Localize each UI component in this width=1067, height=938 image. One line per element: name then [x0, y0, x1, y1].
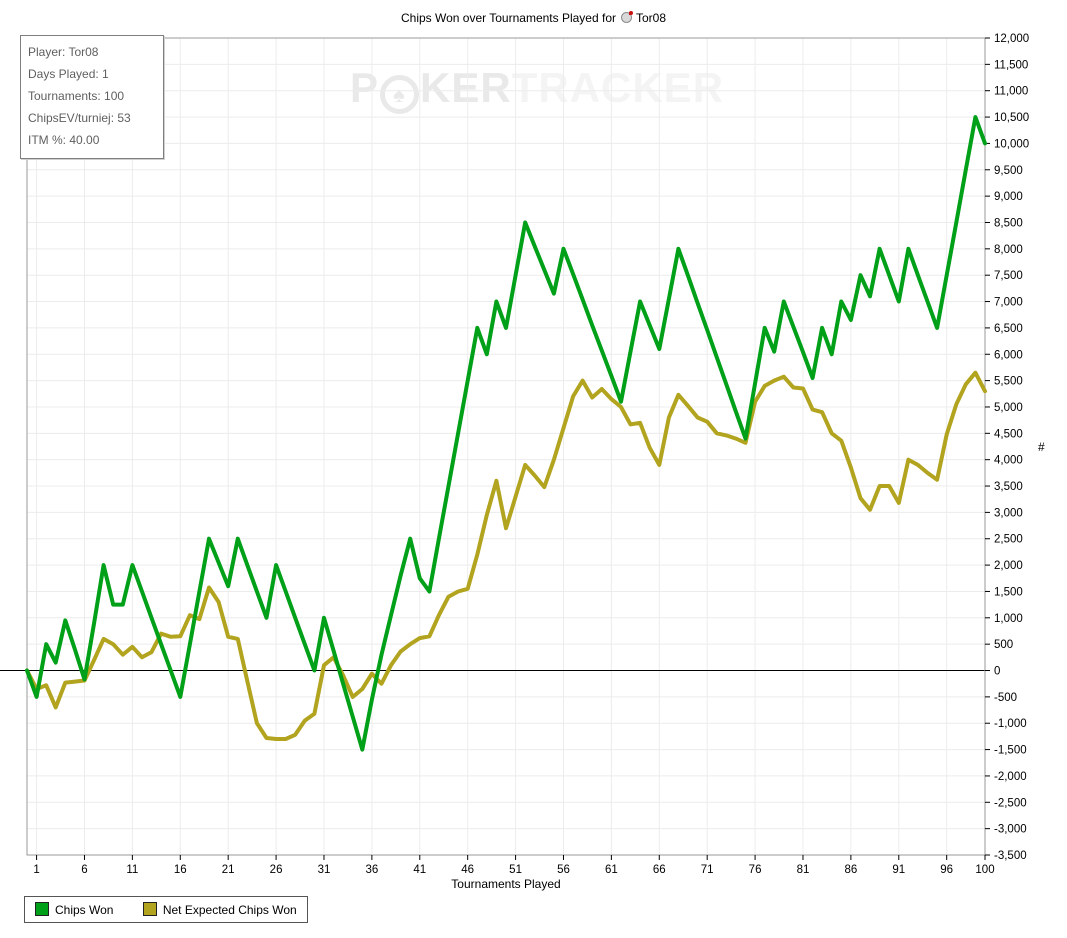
y-tick-label: -3,500 [994, 850, 1027, 862]
x-tick-label: 1 [33, 864, 39, 876]
legend-item-net-expected: Net Expected Chips Won [142, 902, 297, 917]
info-line-player: Player: Tor08 [28, 45, 99, 59]
y-tick-label: 12,000 [994, 33, 1029, 45]
x-tick-label: 81 [797, 864, 810, 876]
y-tick-label: 8,500 [994, 217, 1023, 229]
y-tick-label: 3,500 [994, 481, 1023, 493]
y-tick-label: -1,000 [994, 718, 1027, 730]
y-tick-label: -500 [994, 692, 1017, 704]
y-tick-label: 9,000 [994, 191, 1023, 203]
y-tick-label: 7,500 [994, 270, 1023, 282]
y-tick-label: 4,000 [994, 455, 1023, 467]
watermark-tracker: TRACKER [511, 64, 725, 111]
x-tick-label: 71 [701, 864, 714, 876]
x-tick-label: 61 [605, 864, 618, 876]
net-expected-line [25, 370, 987, 741]
y-tick-label: -2,000 [994, 771, 1027, 783]
y-tick-label: 0 [994, 666, 1000, 678]
y-tick-label: 9,500 [994, 165, 1023, 177]
x-tick-label: 31 [318, 864, 331, 876]
x-tick-label: 51 [509, 864, 522, 876]
x-tick-label: 76 [749, 864, 762, 876]
y-tick-label: -1,500 [994, 745, 1027, 757]
x-tick-label: 6 [81, 864, 87, 876]
y-tick-label: 5,000 [994, 402, 1023, 414]
x-tick-label: 16 [174, 864, 187, 876]
y-tick-label: -3,000 [994, 824, 1027, 836]
y-tick-label: 7,000 [994, 297, 1023, 309]
y-tick-label: 11,000 [994, 86, 1028, 98]
legend: Chips Won Net Expected Chips Won [24, 896, 308, 923]
y-tick-label: 1,500 [994, 586, 1023, 598]
chart-title-player: Tor08 [635, 10, 667, 25]
legend-item-chips-won: Chips Won [35, 902, 113, 917]
info-line-itm: ITM %: 40.00 [28, 133, 100, 147]
net-expected-label: Net Expected Chips Won [162, 903, 297, 917]
y-tick-label: 5,500 [994, 376, 1023, 388]
y-tick-label: 10,000 [994, 138, 1029, 150]
hover-info-box: Player: Tor08 Days Played: 1 Tournaments… [20, 35, 164, 159]
x-tick-label: 41 [413, 864, 426, 876]
pokertracker-watermark: P ♠ KERTRACKER [350, 64, 725, 114]
chips-won-label: Chips Won [55, 903, 114, 917]
x-tick-label: 36 [365, 864, 378, 876]
x-tick-label: 91 [892, 864, 905, 876]
y-axis-title: # [1038, 440, 1045, 454]
x-tick-label: 56 [557, 864, 570, 876]
x-tick-label: 86 [844, 864, 857, 876]
y-tick-label: 6,500 [994, 323, 1023, 335]
x-tick-label: 66 [653, 864, 666, 876]
y-tick-label: 1,000 [994, 613, 1023, 625]
chart-title-text: Chips Won over Tournaments Played for [400, 10, 616, 25]
x-tick-label: 21 [222, 864, 235, 876]
poker-chip-icon: ♠ [380, 75, 420, 114]
chips-won-swatch [35, 902, 49, 916]
info-line-chipsev: ChipsEV/turniej: 53 [28, 111, 131, 125]
x-tick-label: 96 [940, 864, 953, 876]
y-tick-label: 500 [994, 639, 1013, 651]
y-tick-label: 10,500 [994, 112, 1029, 124]
y-tick-label: 8,000 [994, 244, 1023, 256]
y-tick-label: 4,500 [994, 428, 1023, 440]
y-tick-label: -2,500 [994, 797, 1027, 809]
y-tick-label: 6,000 [994, 349, 1023, 361]
watermark-poker-ker: KER [420, 64, 512, 111]
y-tick-label: 11,500 [994, 59, 1028, 71]
player-icon [620, 10, 633, 23]
x-tick-label: 26 [270, 864, 283, 876]
info-line-days-played: Days Played: 1 [28, 67, 109, 81]
info-line-tournaments: Tournaments: 100 [28, 89, 125, 103]
plot-border [26, 37, 986, 856]
y-tick-label: 3,000 [994, 507, 1023, 519]
net-expected-swatch [142, 902, 157, 916]
x-tick-label: 46 [461, 864, 474, 876]
chart-title: Chips Won over Tournaments Played for Tor… [0, 10, 1067, 25]
x-tick-label: 100 [975, 864, 994, 876]
y-tick-label: 2,000 [994, 560, 1023, 572]
x-axis-title: Tournaments Played [451, 877, 561, 891]
y-tick-label: 2,500 [994, 534, 1023, 546]
x-tick-label: 11 [126, 864, 138, 876]
chips-won-line [25, 115, 987, 752]
watermark-poker-p: P [350, 64, 380, 111]
